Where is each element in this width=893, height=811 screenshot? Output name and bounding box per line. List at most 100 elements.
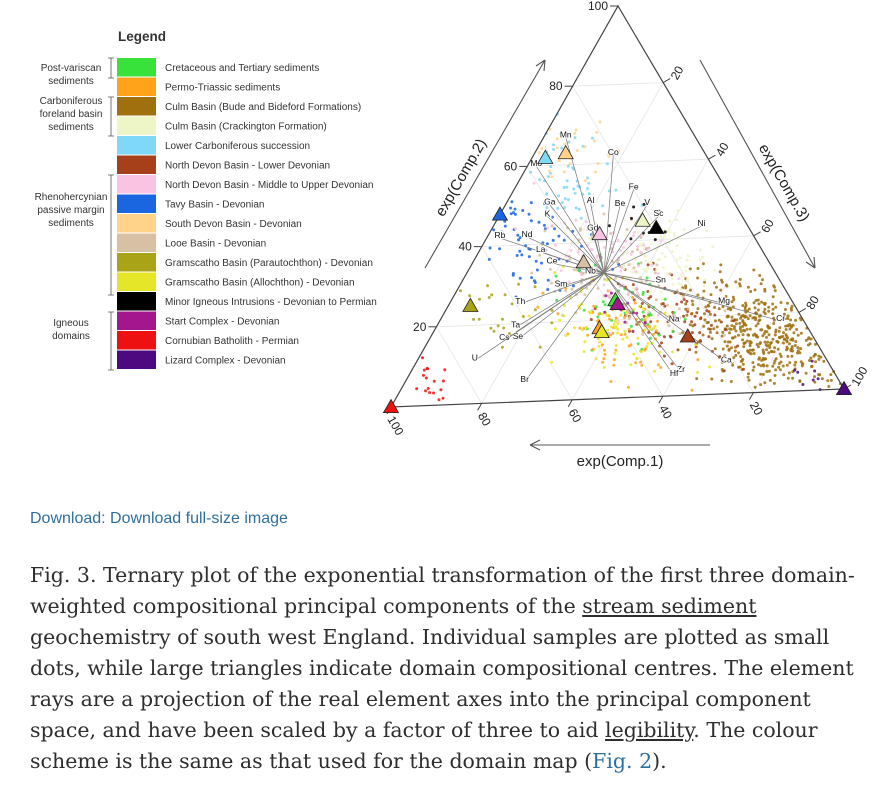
sample-dot <box>801 383 805 386</box>
sample-dot <box>636 264 640 268</box>
sample-dot <box>546 278 550 282</box>
sample-dot <box>668 272 672 276</box>
sample-dot <box>546 226 550 230</box>
sample-dot <box>734 329 738 333</box>
sample-dot <box>739 330 743 333</box>
sample-dot <box>589 318 593 321</box>
domain-centre-triangle <box>557 144 574 160</box>
sample-dot <box>759 282 763 286</box>
sample-dot <box>771 295 775 299</box>
sample-dot <box>556 312 560 316</box>
legend-item-label: Permo-Triassic sediments <box>165 83 280 94</box>
tick-mark <box>798 307 807 313</box>
sample-dot <box>646 263 650 267</box>
sample-dot <box>641 310 645 314</box>
caption-link-fig-2[interactable]: Fig. 2 <box>592 749 653 773</box>
sample-dot <box>601 300 605 304</box>
sample-dot <box>573 326 576 330</box>
sample-dot <box>757 356 761 360</box>
ternary-figure: Legend Post-variscan sediments Carbonifero… <box>35 0 871 470</box>
sample-dot <box>729 327 733 331</box>
sample-dot <box>715 285 718 289</box>
sample-dot <box>472 317 475 321</box>
legend-group-label: Rhenohercynian passive margin sediments <box>35 192 108 229</box>
sample-dot <box>542 223 546 227</box>
sample-dot <box>605 313 609 317</box>
sample-dot <box>540 261 543 265</box>
sample-dot <box>619 269 623 273</box>
sample-dot <box>617 149 621 153</box>
sample-dot <box>616 322 620 326</box>
domain-centre-triangle <box>462 297 479 312</box>
sample-dot <box>629 363 633 367</box>
sample-dot <box>518 236 522 240</box>
sample-dot <box>681 331 685 335</box>
sample-dot <box>545 192 549 196</box>
sample-dot <box>721 347 725 351</box>
sample-dot <box>732 356 736 360</box>
sample-dot <box>616 319 620 323</box>
sample-dot <box>765 370 769 373</box>
sample-dot <box>703 312 706 316</box>
sample-dot <box>678 332 682 336</box>
tick-label: 80 <box>475 410 494 429</box>
sample-dot <box>754 316 758 320</box>
sample-dot <box>657 209 661 213</box>
sample-dot <box>772 361 776 365</box>
sample-dot <box>596 315 600 319</box>
caption-link-stream-sediment[interactable]: stream sediment <box>582 594 757 618</box>
sample-dot <box>723 340 727 344</box>
sample-dot <box>543 200 547 204</box>
sample-dot <box>813 380 817 384</box>
sample-dot <box>765 348 769 352</box>
sample-dot <box>724 283 728 287</box>
sample-dot <box>684 302 688 306</box>
sample-dot <box>730 346 733 350</box>
sample-dot <box>723 309 727 313</box>
sample-dot <box>748 344 752 348</box>
sample-dot <box>616 331 619 335</box>
sample-dot <box>694 343 698 347</box>
sample-dot <box>527 212 531 216</box>
sample-dot <box>717 307 721 311</box>
sample-dot <box>541 291 545 295</box>
element-ray <box>603 272 682 373</box>
sample-dot <box>820 377 824 381</box>
sample-dot <box>755 343 759 346</box>
sample-dot <box>583 179 587 183</box>
sample-dot <box>774 357 778 361</box>
sample-dot <box>796 346 800 350</box>
legend-group-label: Post-variscan sediments <box>41 63 102 87</box>
element-ray <box>560 272 605 287</box>
sample-dots <box>415 112 842 402</box>
sample-dot <box>763 312 767 316</box>
download-link[interactable]: Download: Download full-size image <box>30 510 288 527</box>
sample-dot <box>625 251 629 255</box>
sample-dot <box>715 331 719 335</box>
sample-dot <box>533 308 537 312</box>
sample-dot <box>426 367 430 371</box>
sample-dot <box>670 249 674 253</box>
grid-line <box>481 246 573 401</box>
sample-dot <box>632 220 636 224</box>
sample-dot <box>593 170 597 174</box>
sample-dot <box>645 247 649 251</box>
sample-dot <box>646 341 650 345</box>
sample-dot <box>468 294 472 298</box>
sample-dot <box>664 245 668 249</box>
sample-dot <box>753 288 757 292</box>
sample-dot <box>768 378 772 382</box>
domain-centres <box>382 144 853 414</box>
sample-dot <box>554 243 557 247</box>
caption-link-legibility[interactable]: legibility <box>605 718 694 742</box>
sample-dot <box>503 293 507 297</box>
sample-dot <box>660 279 664 283</box>
sample-dot <box>589 200 593 203</box>
sample-dot <box>627 327 631 331</box>
element-ray-label: Mn <box>560 129 572 139</box>
legend-swatch <box>117 194 156 213</box>
sample-dot <box>788 323 792 326</box>
sample-dot <box>551 238 555 242</box>
sample-dot <box>690 320 694 324</box>
element-ray-label: La <box>536 244 546 254</box>
